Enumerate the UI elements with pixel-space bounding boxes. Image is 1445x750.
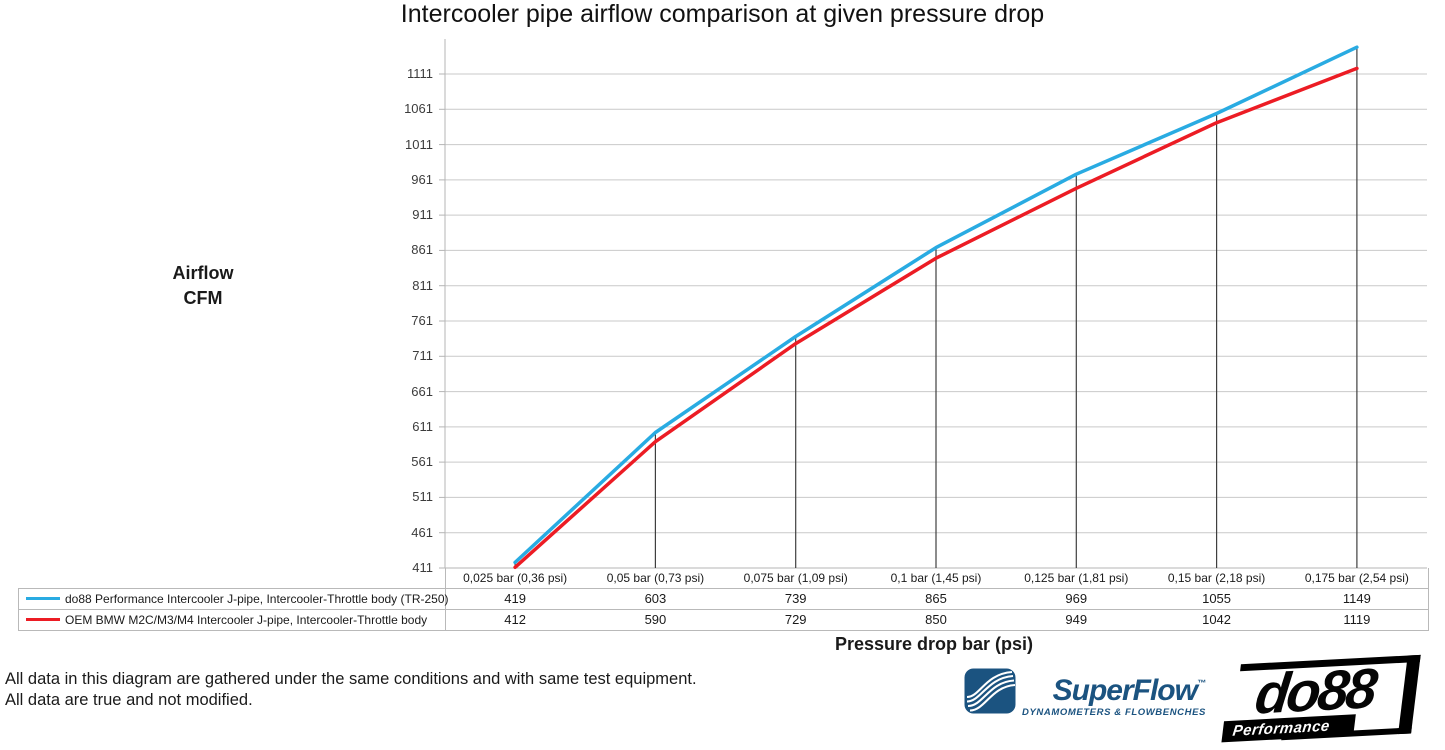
table-value-cell: 949 (1065, 612, 1088, 627)
chart-title: Intercooler pipe airflow comparison at g… (400, 0, 1045, 28)
table-border (1428, 568, 1429, 631)
y-tick-label: 711 (412, 348, 433, 364)
superflow-icon (964, 668, 1016, 714)
table-border (18, 630, 1429, 631)
do88-frame: do88 Performance (1221, 654, 1421, 744)
series-line (513, 66, 1359, 570)
x-category-label: 0,05 bar (0,73 psi) (606, 571, 705, 585)
legend-color-line (26, 597, 60, 600)
y-tick-label: 861 (411, 242, 433, 258)
x-category-label: 0,1 bar (1,45 psi) (890, 571, 982, 585)
y-tick-label: 661 (411, 383, 433, 399)
x-category-label: 0,025 bar (0,36 psi) (463, 571, 568, 585)
do88-logo: do88 Performance (1221, 654, 1424, 744)
table-value-cell: 865 (925, 591, 947, 606)
table-value-cell: 1149 (1342, 591, 1371, 606)
plot-area (439, 39, 1427, 570)
table-value-cell: 412 (504, 612, 526, 627)
table-border (18, 588, 1429, 589)
x-axis-title: Pressure drop bar (psi) (834, 634, 1034, 654)
y-tick-label: 811 (412, 277, 433, 293)
x-category-label: 0,075 bar (1,09 psi) (743, 571, 848, 585)
y-tick-label: 1111 (406, 66, 433, 81)
superflow-logo: SuperFlow™ DYNAMOMETERS & FLOWBENCHES (964, 668, 1206, 718)
table-border (18, 588, 19, 631)
table-value-cell: 603 (644, 591, 667, 606)
table-border (445, 568, 446, 631)
table-value-cell: 969 (1065, 591, 1088, 606)
table-value-cell: 1055 (1202, 591, 1232, 606)
y-tick-label: 961 (411, 171, 433, 187)
legend-row: do88 Performance Intercooler J-pipe, Int… (18, 588, 449, 609)
y-axis-title: Airflow CFM (172, 263, 234, 309)
do88-frame-right (1398, 654, 1421, 735)
table-value-cell: 739 (784, 591, 807, 606)
disclaimer-text: All data in this diagram are gathered un… (5, 670, 697, 710)
do88-tagline: Performance (1231, 717, 1331, 740)
legend-label: OEM BMW M2C/M3/M4 Intercooler J-pipe, In… (65, 612, 428, 627)
table-value-cell: 729 (784, 612, 807, 627)
x-category-label: 0,15 bar (2,18 psi) (1167, 571, 1266, 585)
y-tick-label: 561 (411, 454, 433, 470)
legend-label: do88 Performance Intercooler J-pipe, Int… (65, 591, 449, 606)
table-value-cell: 850 (925, 612, 947, 627)
table-value-cell: 1119 (1343, 612, 1371, 627)
superflow-tagline: DYNAMOMETERS & FLOWBENCHES (1022, 707, 1206, 718)
do88-wordmark: do88 (1251, 656, 1379, 726)
table-border (18, 609, 1429, 610)
table-value-cell: 1042 (1202, 612, 1232, 627)
y-tick-label: 411 (412, 560, 433, 575)
y-tick-label: 911 (412, 207, 433, 223)
y-tick-label: 511 (412, 489, 433, 505)
y-tick-label: 1011 (405, 136, 433, 152)
table-value-cell: 419 (504, 591, 526, 606)
table-value-cell: 590 (644, 612, 667, 627)
legend-color-line (26, 618, 60, 621)
x-category-label: 0,125 bar (1,81 psi) (1024, 571, 1129, 585)
trademark-symbol: ™ (1196, 678, 1206, 688)
y-tick-label: 1061 (404, 101, 433, 117)
x-category-label: 0,175 bar (2,54 psi) (1304, 571, 1409, 585)
series-line (513, 45, 1359, 565)
y-tick-label: 461 (411, 524, 433, 540)
y-tick-label: 761 (411, 313, 433, 328)
superflow-wordmark: SuperFlow™ (1052, 674, 1206, 707)
legend-row: OEM BMW M2C/M3/M4 Intercooler J-pipe, In… (18, 609, 445, 630)
y-tick-label: 611 (412, 418, 433, 434)
